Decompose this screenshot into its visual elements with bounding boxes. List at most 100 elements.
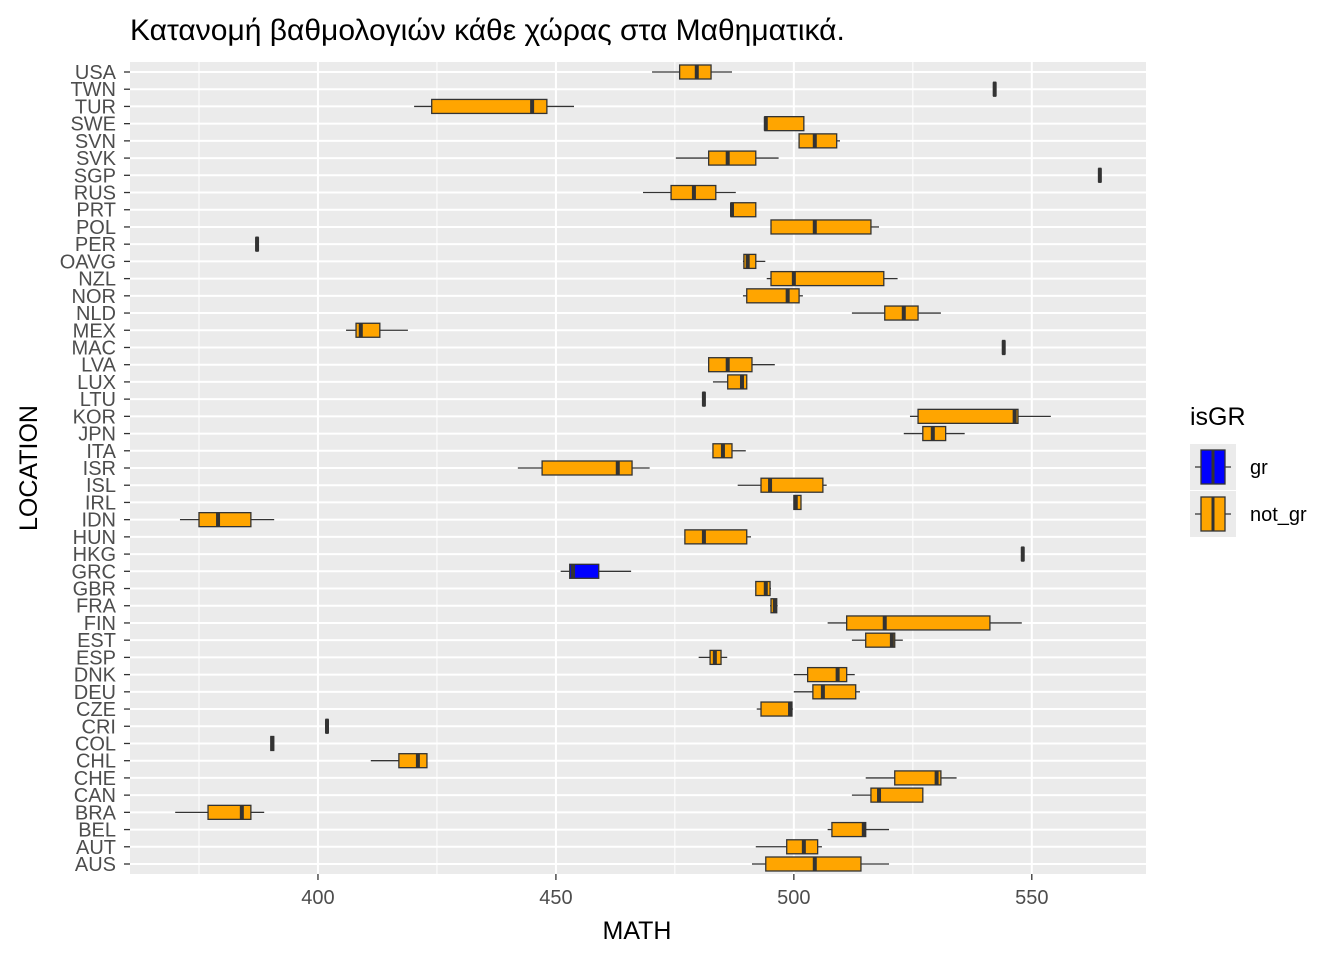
box-chl (370, 753, 428, 769)
y-tick-label: MEX (73, 320, 116, 342)
box-nld (851, 305, 941, 321)
box-kor (909, 408, 1051, 424)
y-tick-label: BEL (78, 820, 116, 842)
iqr-box (684, 529, 748, 545)
y-tick-label: CAN (74, 785, 116, 807)
box-tur (414, 98, 574, 115)
y-tick-label: IRL (85, 492, 116, 514)
box-gbr (755, 580, 772, 597)
iqr-box (846, 615, 991, 631)
iqr-box (743, 253, 757, 270)
y-tick-label: SVK (76, 148, 117, 170)
legend-item-not-gr: not_gr (1190, 491, 1307, 537)
y-tick-label: LTU (80, 389, 116, 411)
box-can (851, 787, 924, 803)
y-tick-label: GRC (72, 561, 116, 583)
iqr-box (894, 770, 942, 786)
iqr-box (764, 116, 805, 132)
y-tick-label: EST (77, 630, 116, 652)
iqr-box (198, 512, 252, 528)
legend: isGR gr not_gr (1190, 403, 1307, 537)
y-tick-label: ISR (83, 458, 116, 480)
boxes (175, 64, 1102, 872)
chart-title: Κατανομή βαθμολογιών κάθε χώρας στα Μαθη… (130, 14, 845, 47)
box-grc (560, 563, 632, 579)
y-tick-label: BRA (75, 802, 117, 824)
iqr-box (207, 804, 252, 820)
y-tick-label: JPN (78, 424, 116, 446)
iqr-box (755, 580, 771, 597)
y-tick-label: LUX (77, 372, 116, 394)
y-tick-label: NLD (76, 303, 116, 325)
box-fra (770, 598, 778, 614)
y-tick-label: ISL (86, 475, 116, 497)
x-axis-ticks: 400 450 500 550 (301, 874, 1048, 909)
box-aut (755, 839, 822, 855)
iqr-box (884, 305, 919, 321)
y-tick-label: HKG (73, 544, 116, 566)
y-tick-label: POL (76, 217, 116, 239)
y-tick-label: TUR (75, 96, 116, 118)
y-tick-label: GBR (73, 579, 116, 601)
box-lva (708, 357, 775, 373)
iqr-box (831, 821, 867, 838)
y-tick-label: CHL (76, 751, 116, 773)
box-mex (346, 322, 408, 338)
y-tick-label: FIN (84, 613, 116, 635)
iqr-box (770, 219, 872, 235)
box-ita (712, 443, 746, 459)
y-tick-label: DNK (74, 665, 117, 687)
box-prt (729, 202, 757, 218)
y-tick-label: NZL (78, 269, 116, 291)
legend-label: not_gr (1250, 504, 1307, 526)
y-tick-label: HUN (73, 527, 116, 549)
box-hkg (1020, 546, 1025, 562)
y-tick-label: USA (75, 62, 117, 84)
box-idn (179, 512, 275, 528)
y-tick-label: CZE (76, 699, 116, 721)
box-dnk (793, 666, 855, 683)
y-tick-label: PER (75, 234, 116, 256)
box-lux (712, 374, 748, 390)
legend-item-gr: gr (1190, 444, 1268, 490)
iqr-box (798, 133, 838, 149)
box-mac (1001, 339, 1006, 356)
box-oavg (742, 253, 766, 270)
box-bra (175, 804, 265, 820)
box-usa (652, 64, 732, 80)
iqr-box (746, 288, 800, 304)
box-pol (770, 219, 880, 235)
box-ltu (701, 391, 706, 407)
y-tick-label: TWN (70, 79, 116, 101)
legend-title: isGR (1190, 403, 1246, 431)
box-svk (675, 150, 779, 166)
y-tick-label: SGP (74, 165, 116, 187)
iqr-box (398, 753, 428, 769)
box-est (851, 632, 903, 648)
box-isl (737, 477, 827, 493)
iqr-box (730, 202, 757, 218)
box-nzl (766, 270, 898, 287)
x-tick-label: 450 (539, 887, 572, 909)
y-tick-label: MAC (72, 337, 116, 359)
iqr-box (431, 98, 548, 115)
y-tick-label: FRA (76, 596, 117, 618)
box-nor (742, 288, 803, 304)
y-tick-label: OAVG (60, 251, 116, 273)
box-aus (751, 856, 890, 872)
box-col (270, 735, 275, 752)
y-tick-label: KOR (73, 406, 116, 428)
y-axis-title: LOCATION (15, 405, 43, 531)
box-jpn (903, 425, 965, 442)
y-tick-label: SWE (70, 114, 116, 136)
box-cze (756, 701, 793, 717)
iqr-box (760, 701, 793, 717)
y-tick-label: IDN (82, 510, 116, 532)
y-tick-label: ESP (76, 647, 116, 669)
box-isr (517, 460, 650, 476)
y-tick-label: COL (75, 733, 116, 755)
iqr-box (917, 408, 1019, 424)
y-tick-label: CHE (74, 768, 116, 790)
box-deu (793, 684, 860, 700)
